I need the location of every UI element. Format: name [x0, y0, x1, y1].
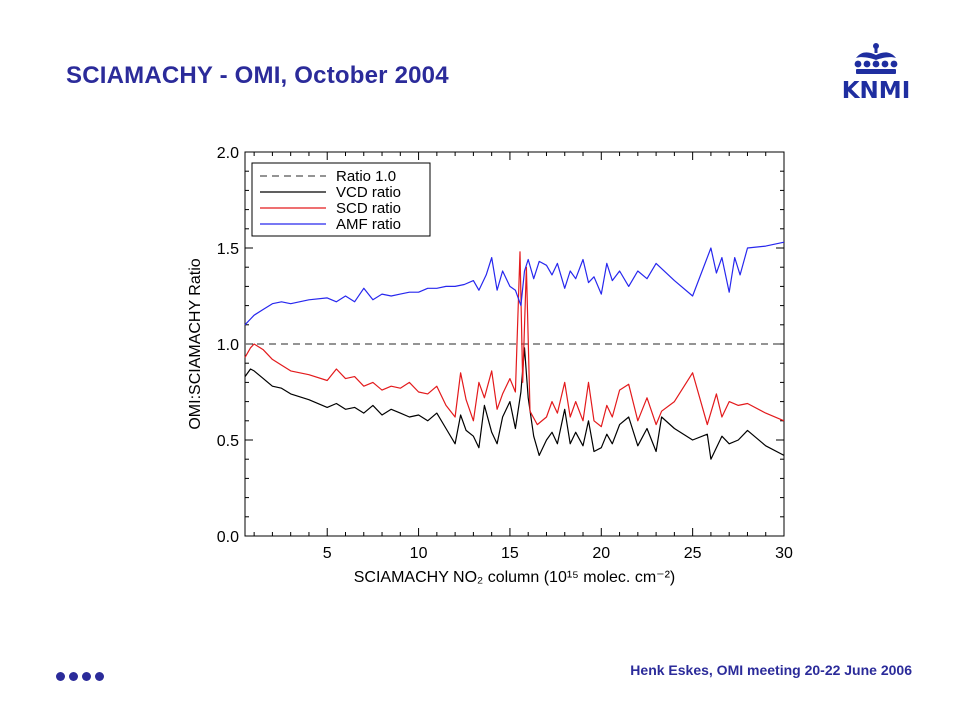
- y-tick-label: 0.0: [217, 529, 239, 546]
- knmi-logo: KNMI: [836, 42, 916, 106]
- legend-label: SCD ratio: [336, 200, 401, 217]
- legend-label: Ratio 1.0: [336, 168, 396, 185]
- x-tick-label: 25: [684, 545, 702, 562]
- series-line: [244, 251, 785, 428]
- x-tick-label: 30: [775, 545, 793, 562]
- slide-title: SCIAMACHY - OMI, October 2004: [66, 62, 449, 89]
- y-tick-label: 0.5: [217, 433, 239, 450]
- y-tick-label: 1.0: [217, 337, 239, 354]
- crown-icon: [854, 43, 898, 74]
- footer-dots: [56, 668, 108, 686]
- dot: [56, 672, 65, 681]
- footer-credit: Henk Eskes, OMI meeting 20-22 June 2006: [630, 662, 912, 678]
- dot: [69, 672, 78, 681]
- x-axis-label: SCIAMACHY NO₂ column (10¹⁵ molec. cm⁻²): [354, 569, 676, 586]
- x-tick-label: 5: [323, 545, 332, 562]
- x-tick-label: 15: [501, 545, 519, 562]
- x-tick-label: 20: [592, 545, 610, 562]
- series-line: [244, 241, 785, 326]
- legend-label: VCD ratio: [336, 184, 401, 201]
- y-tick-label: 2.0: [217, 145, 239, 162]
- y-axis-label: OMI:SCIAMACHY Ratio: [187, 258, 204, 429]
- legend-label: AMF ratio: [336, 216, 401, 233]
- dot: [82, 672, 91, 681]
- y-tick-label: 1.5: [217, 241, 239, 258]
- logo-text: KNMI: [841, 78, 911, 104]
- x-tick-label: 10: [410, 545, 428, 562]
- dot: [95, 672, 104, 681]
- series-line: [244, 347, 785, 460]
